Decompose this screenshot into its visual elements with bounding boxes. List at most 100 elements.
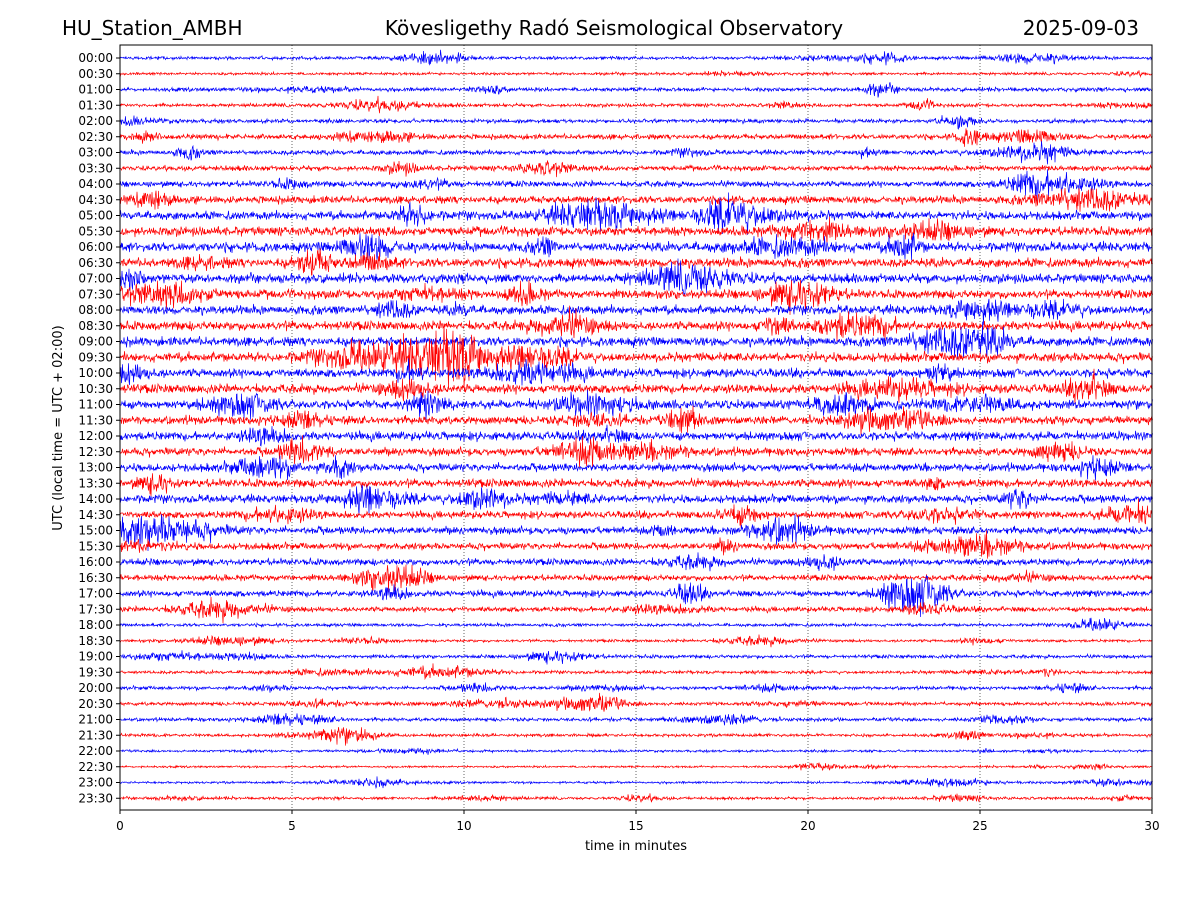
y-tick-label: 06:30 xyxy=(78,256,113,270)
y-tick-label: 21:00 xyxy=(78,713,113,727)
y-tick-label: 14:00 xyxy=(78,492,113,506)
station-name: HU_Station_AMBH xyxy=(62,16,242,40)
trace-2300 xyxy=(119,776,1153,790)
trace-1700 xyxy=(119,575,1153,617)
trace-1830 xyxy=(119,634,1153,648)
trace-0300 xyxy=(119,141,1153,165)
y-tick-label: 21:30 xyxy=(78,728,113,742)
y-tick-label: 20:00 xyxy=(78,681,113,695)
y-tick-label: 06:00 xyxy=(78,240,113,254)
trace-1800 xyxy=(119,617,1153,631)
y-tick-label: 20:30 xyxy=(78,697,113,711)
x-tick-label: 20 xyxy=(800,819,815,833)
y-tick-label: 00:00 xyxy=(78,51,113,65)
trace-0600 xyxy=(119,232,1153,262)
y-tick-label: 05:30 xyxy=(78,224,113,238)
trace-0030 xyxy=(119,70,1153,78)
x-tick-label: 0 xyxy=(116,819,124,833)
trace-0500 xyxy=(119,192,1153,235)
x-axis-ticks: 0 5 10 15 20 25 30 xyxy=(116,810,1160,833)
trace-1330 xyxy=(119,473,1153,498)
seismic-traces xyxy=(119,49,1153,803)
trace-1100 xyxy=(119,389,1153,420)
y-tick-label: 18:30 xyxy=(78,634,113,648)
y-tick-label: 22:00 xyxy=(78,744,113,758)
trace-2200 xyxy=(119,747,1153,756)
trace-1400 xyxy=(119,484,1153,516)
trace-2030 xyxy=(119,692,1153,712)
y-tick-label: 10:30 xyxy=(78,382,113,396)
trace-2230 xyxy=(119,762,1153,771)
y-tick-label: 07:00 xyxy=(78,272,113,286)
trace-1730 xyxy=(119,597,1153,624)
y-tick-label: 10:00 xyxy=(78,366,113,380)
y-tick-label: 22:30 xyxy=(78,760,113,774)
y-tick-label: 08:30 xyxy=(78,319,113,333)
trace-2130 xyxy=(119,727,1153,746)
x-tick-label: 10 xyxy=(456,819,471,833)
y-tick-label: 16:00 xyxy=(78,555,113,569)
x-tick-label: 25 xyxy=(972,819,987,833)
x-tick-label: 30 xyxy=(1144,819,1159,833)
y-tick-label: 14:30 xyxy=(78,508,113,522)
y-tick-label: 09:00 xyxy=(78,335,113,349)
y-tick-label: 07:30 xyxy=(78,287,113,301)
trace-0230 xyxy=(119,128,1153,147)
trace-0400 xyxy=(119,169,1153,202)
trace-2330 xyxy=(119,793,1153,803)
trace-0530 xyxy=(119,216,1153,245)
y-tick-label: 11:00 xyxy=(78,398,113,412)
trace-0200 xyxy=(119,115,1153,130)
trace-0330 xyxy=(119,160,1153,178)
trace-0630 xyxy=(119,248,1153,276)
x-tick-label: 15 xyxy=(628,819,643,833)
y-tick-label: 02:00 xyxy=(78,114,113,128)
y-tick-label: 23:30 xyxy=(78,791,113,805)
chart-title: Kövesligethy Radó Seismological Observat… xyxy=(385,16,843,40)
trace-1930 xyxy=(119,663,1153,681)
y-tick-label: 15:00 xyxy=(78,524,113,538)
chart-date: 2025-09-03 xyxy=(1023,16,1139,40)
y-tick-label: 04:30 xyxy=(78,193,113,207)
trace-0130 xyxy=(119,95,1153,114)
y-tick-label: 13:00 xyxy=(78,461,113,475)
y-tick-label: 03:00 xyxy=(78,146,113,160)
trace-2100 xyxy=(119,713,1153,726)
y-tick-label: 23:00 xyxy=(78,776,113,790)
trace-1600 xyxy=(119,552,1153,572)
y-tick-label: 19:30 xyxy=(78,665,113,679)
trace-1500 xyxy=(119,514,1153,551)
trace-0930 xyxy=(119,323,1153,389)
y-tick-label: 16:30 xyxy=(78,571,113,585)
trace-1230 xyxy=(119,435,1153,468)
trace-0730 xyxy=(119,280,1153,315)
trace-0900 xyxy=(119,321,1153,359)
y-axis-label: UTC (local time = UTC + 02:00) xyxy=(51,325,66,530)
trace-1300 xyxy=(119,455,1153,481)
trace-1630 xyxy=(119,564,1153,593)
y-tick-label: 02:30 xyxy=(78,130,113,144)
trace-1900 xyxy=(119,650,1153,665)
y-tick-label: 19:00 xyxy=(78,650,113,664)
trace-0830 xyxy=(119,305,1153,342)
trace-1530 xyxy=(119,530,1153,559)
vertical-gridlines xyxy=(291,45,981,810)
trace-1200 xyxy=(119,424,1153,447)
x-axis-label: time in minutes xyxy=(585,839,687,854)
trace-1030 xyxy=(119,368,1153,405)
trace-1000 xyxy=(119,358,1153,386)
y-tick-label: 08:00 xyxy=(78,303,113,317)
y-tick-label: 05:00 xyxy=(78,209,113,223)
y-tick-label: 12:30 xyxy=(78,445,113,459)
y-tick-label: 01:30 xyxy=(78,98,113,112)
trace-1430 xyxy=(119,498,1153,528)
trace-2000 xyxy=(119,682,1153,694)
trace-0100 xyxy=(119,82,1153,98)
trace-0430 xyxy=(119,188,1153,212)
y-tick-label: 04:00 xyxy=(78,177,113,191)
y-tick-label: 00:30 xyxy=(78,67,113,81)
plot-frame xyxy=(119,44,1153,811)
y-tick-label: 01:00 xyxy=(78,83,113,97)
